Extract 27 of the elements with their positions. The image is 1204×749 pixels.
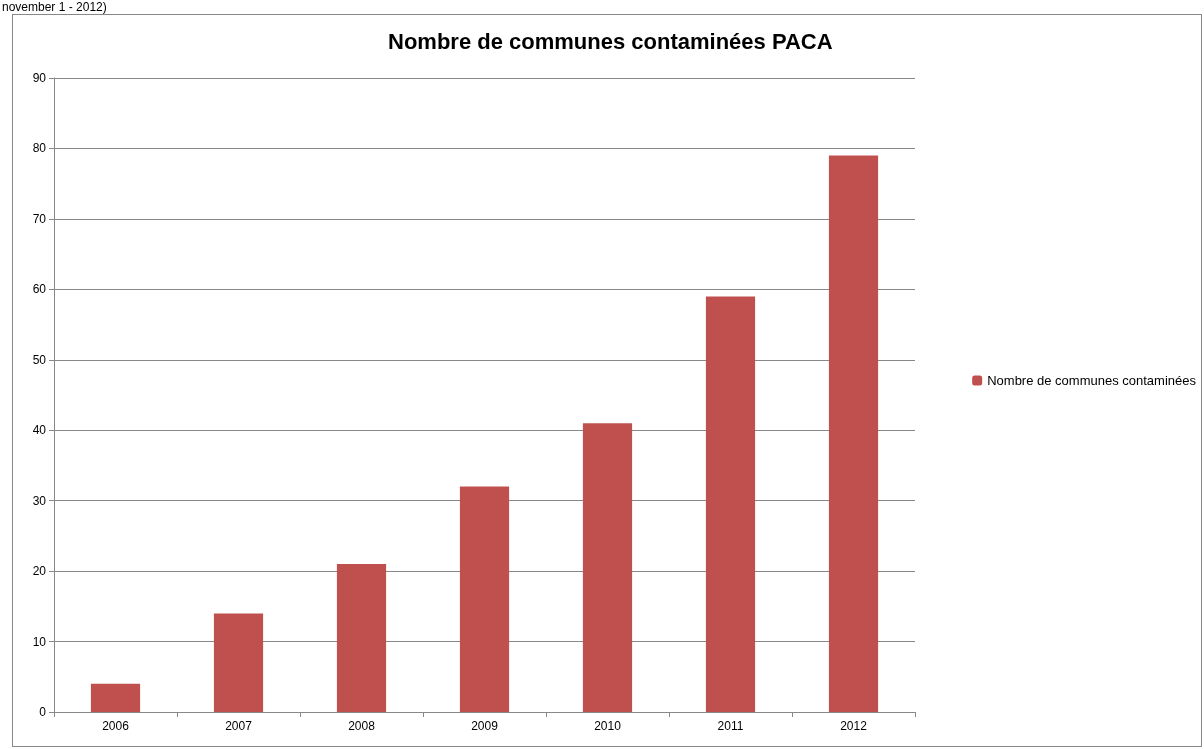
bar — [582, 423, 633, 712]
x-tick-label: 2011 — [717, 719, 744, 733]
y-tick-label: 90 — [32, 71, 47, 85]
x-tick-label: 2010 — [594, 719, 622, 733]
y-tick-label: 40 — [32, 423, 47, 438]
y-tick-label: 60 — [32, 282, 47, 297]
text: november 1 - 2012) — [2, 0, 107, 14]
y-tick-label: 80 — [32, 141, 47, 156]
y-tick-label: 10 — [32, 634, 47, 649]
legend-label: Nombre de communes contaminées — [987, 373, 1197, 388]
bar — [90, 683, 141, 712]
x-tick-label: 2006 — [102, 719, 130, 733]
y-tick-label: 0 — [39, 705, 47, 719]
y-tick-label: 50 — [32, 352, 47, 367]
chart-title: Nombre de communes contaminées PACA — [388, 28, 833, 54]
y-tick-label: 70 — [32, 211, 47, 226]
bar — [213, 613, 264, 712]
x-tick-label: 2012 — [840, 719, 868, 733]
bar — [705, 296, 756, 712]
y-tick-label: 30 — [32, 493, 47, 508]
y-tick-label: 20 — [32, 564, 47, 579]
x-tick-label: 2008 — [348, 719, 376, 733]
x-tick-label: 2007 — [225, 719, 253, 733]
bar — [336, 564, 387, 712]
bar — [459, 486, 510, 712]
bar — [828, 155, 879, 712]
x-tick-label: 2009 — [471, 719, 499, 733]
